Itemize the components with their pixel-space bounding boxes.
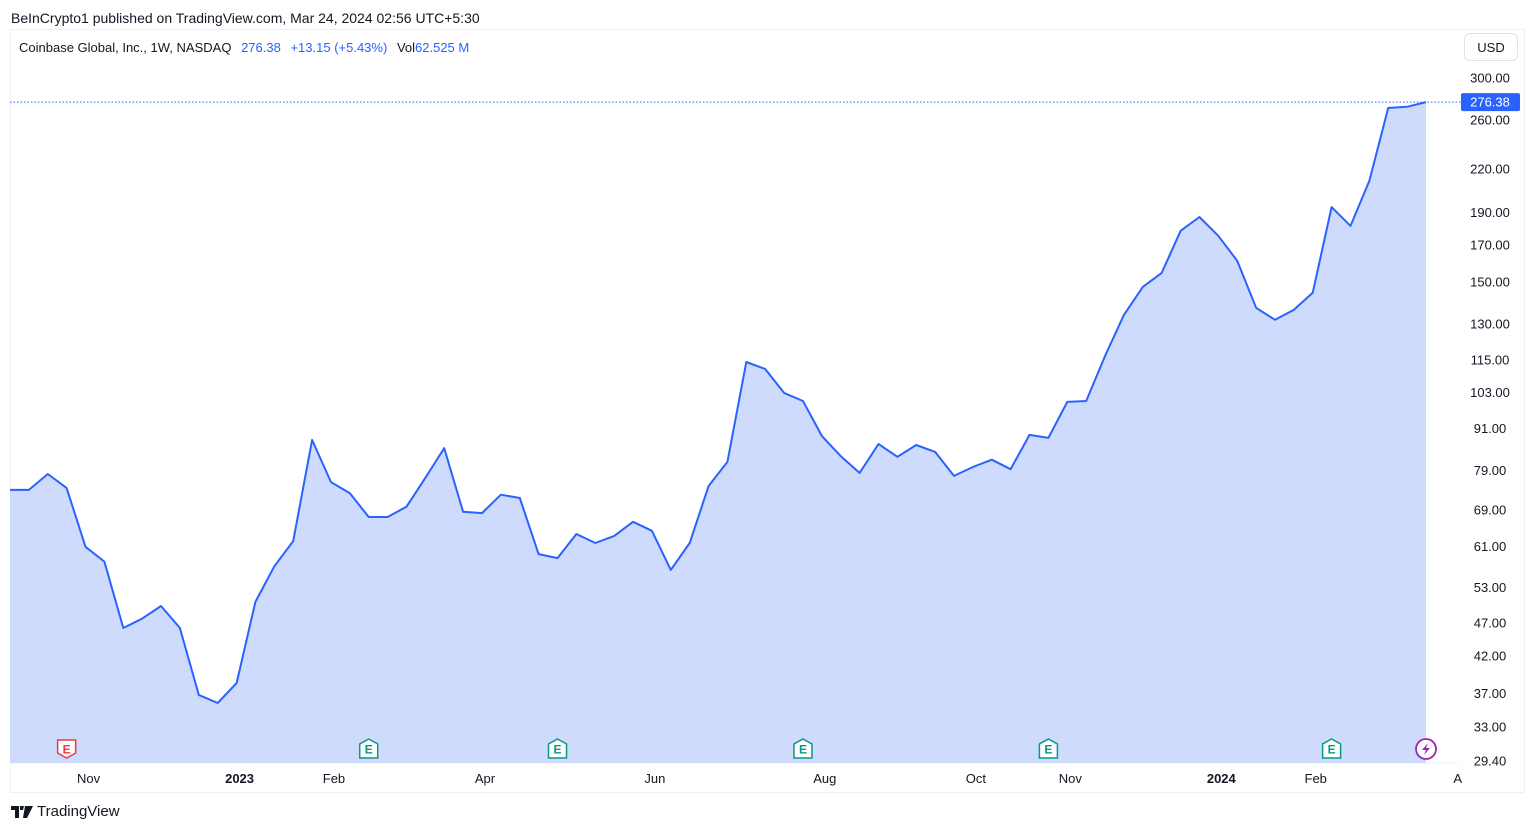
y-tick-label: 61.00 bbox=[1474, 539, 1507, 554]
x-tick-label: Feb bbox=[1305, 771, 1327, 786]
symbol-title: Coinbase Global, Inc., 1W, NASDAQ bbox=[19, 40, 232, 55]
earnings-flag-icon bbox=[1321, 738, 1342, 759]
price-area-fill bbox=[10, 102, 1426, 764]
currency-button[interactable]: USD bbox=[1464, 33, 1518, 61]
earnings-label: E bbox=[365, 743, 373, 757]
x-tick-label: 2023 bbox=[225, 771, 254, 786]
x-tick-label: Jun bbox=[644, 771, 665, 786]
y-tick-label: 260.00 bbox=[1470, 113, 1510, 128]
earnings-flag-icon bbox=[1038, 738, 1059, 759]
earnings-flag-icon bbox=[793, 738, 813, 759]
x-tick-label: A bbox=[1453, 771, 1462, 786]
earnings-marker[interactable]: E bbox=[793, 738, 813, 759]
legend-change: +13.15 (+5.43%) bbox=[290, 40, 388, 55]
y-tick-label: 300.00 bbox=[1470, 71, 1510, 86]
last-price-label: 276.38 bbox=[1470, 95, 1510, 110]
y-tick-label: 103.00 bbox=[1470, 385, 1510, 400]
earnings-label: E bbox=[63, 743, 71, 757]
earnings-flag-icon bbox=[358, 738, 379, 759]
y-tick-label: 130.00 bbox=[1470, 316, 1510, 331]
y-tick-label: 47.00 bbox=[1474, 615, 1507, 630]
y-tick-label: 42.00 bbox=[1474, 649, 1507, 664]
x-tick-label: 2024 bbox=[1207, 771, 1237, 786]
footer-brand-text: TradingView bbox=[37, 803, 120, 820]
x-tick-label: Apr bbox=[475, 771, 496, 786]
x-tick-label: Nov bbox=[1059, 771, 1083, 786]
lightning-icon bbox=[1422, 743, 1430, 755]
earnings-marker[interactable]: E bbox=[1038, 738, 1059, 759]
legend-volume-value: 62.525 M bbox=[415, 40, 470, 55]
earnings-label: E bbox=[554, 743, 562, 757]
x-tick-label: Feb bbox=[323, 771, 345, 786]
y-tick-label: 220.00 bbox=[1470, 162, 1510, 177]
earnings-label: E bbox=[1044, 743, 1052, 757]
last-price-badge: 276.38 bbox=[1461, 93, 1520, 112]
x-tick-label: Nov bbox=[77, 771, 101, 786]
y-tick-label: 29.40 bbox=[1474, 753, 1507, 768]
price-line bbox=[10, 101, 1427, 704]
earnings-marker[interactable]: E bbox=[358, 738, 379, 759]
y-tick-label: 150.00 bbox=[1470, 274, 1510, 289]
y-tick-label: 69.00 bbox=[1474, 503, 1507, 518]
symbol-legend: Coinbase Global, Inc., 1W, NASDAQ 276.38… bbox=[19, 40, 475, 55]
chart-frame bbox=[10, 29, 1525, 793]
earnings-label: E bbox=[1328, 743, 1336, 757]
earnings-flag-icon bbox=[547, 738, 568, 759]
last-price-badge-bg bbox=[1461, 93, 1520, 112]
earnings-flag-icon bbox=[56, 739, 77, 759]
earnings-marker[interactable]: E bbox=[1321, 738, 1342, 759]
tradingview-brand: TradingView bbox=[11, 803, 120, 820]
dividend-split-marker[interactable] bbox=[1415, 738, 1437, 760]
legend-volume-label: Vol bbox=[396, 40, 416, 55]
y-tick-label: 170.00 bbox=[1470, 237, 1510, 252]
y-tick-label: 115.00 bbox=[1471, 352, 1510, 367]
earnings-marker[interactable]: E bbox=[56, 739, 77, 759]
earnings-marker[interactable]: E bbox=[547, 738, 568, 759]
y-tick-label: 53.00 bbox=[1474, 580, 1507, 595]
y-tick-label: 190.00 bbox=[1470, 205, 1510, 220]
y-tick-label: 91.00 bbox=[1474, 421, 1507, 436]
earnings-label: E bbox=[799, 743, 807, 757]
y-tick-label: 37.00 bbox=[1474, 686, 1507, 701]
x-tick-label: Oct bbox=[966, 771, 987, 786]
y-tick-label: 33.00 bbox=[1474, 719, 1507, 734]
published-caption: BeInCrypto1 published on TradingView.com… bbox=[11, 10, 480, 26]
tradingview-logo-icon bbox=[11, 805, 33, 818]
legend-price: 276.38 bbox=[241, 40, 281, 55]
x-tick-label: Aug bbox=[813, 771, 836, 786]
y-tick-label: 79.00 bbox=[1474, 463, 1507, 478]
